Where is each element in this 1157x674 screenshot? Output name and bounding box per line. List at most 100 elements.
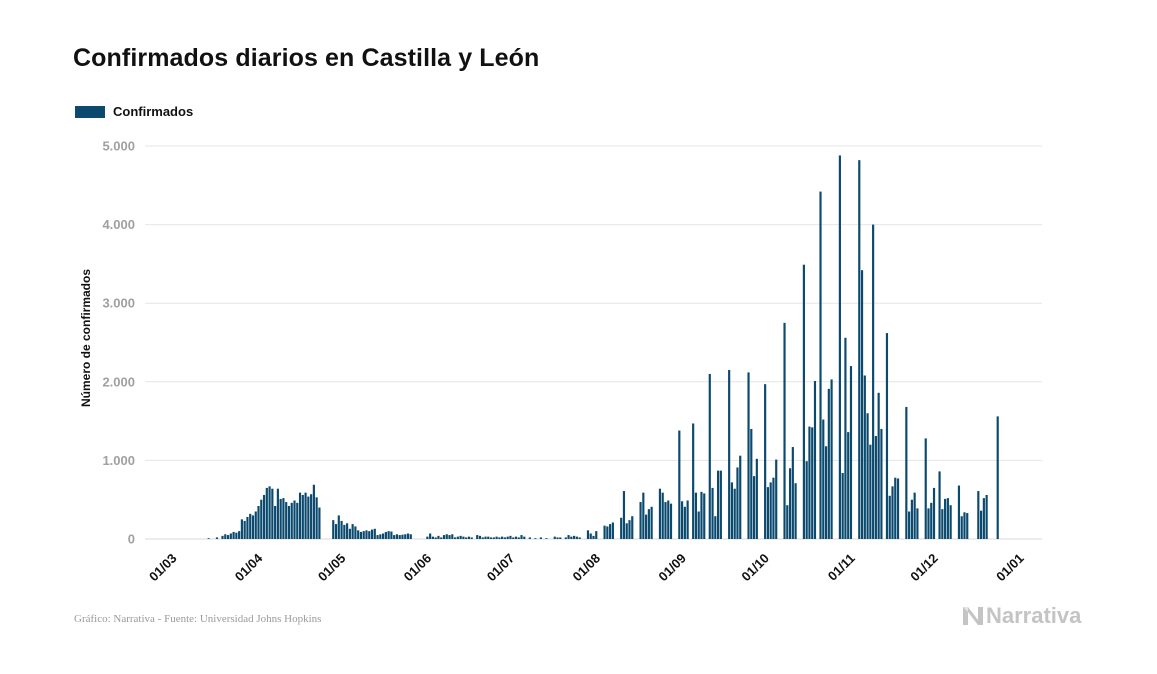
bar — [847, 432, 850, 539]
bar — [730, 482, 734, 539]
bar — [274, 505, 277, 539]
bar — [376, 535, 379, 539]
bar — [489, 537, 493, 539]
bar — [393, 535, 396, 539]
bar — [863, 375, 866, 539]
bar — [708, 373, 711, 539]
bar — [786, 505, 789, 539]
bar — [733, 488, 736, 539]
bar — [752, 476, 756, 539]
bar — [426, 536, 429, 539]
bar — [251, 515, 255, 539]
bar — [805, 461, 808, 539]
bar — [849, 366, 853, 539]
bar — [880, 428, 883, 539]
bar — [888, 495, 891, 539]
bar — [243, 520, 246, 539]
bar — [470, 537, 473, 539]
bar — [224, 534, 227, 539]
bar — [764, 384, 767, 539]
bar — [697, 511, 700, 539]
bar — [332, 520, 335, 539]
bar — [387, 531, 390, 539]
bar — [642, 492, 645, 539]
bar — [963, 512, 966, 539]
bar — [503, 537, 506, 539]
bar — [249, 513, 252, 539]
bar — [869, 444, 872, 539]
bar — [692, 423, 695, 539]
source-footer: Gráfico: Narrativa - Fuente: Universidad… — [74, 613, 322, 625]
bar — [343, 524, 346, 539]
bar — [603, 525, 606, 539]
bar — [337, 515, 340, 539]
x-tick-label: 01/08 — [570, 551, 604, 585]
bar — [301, 494, 304, 539]
bar — [373, 528, 376, 539]
bar — [487, 536, 490, 539]
bar — [622, 491, 626, 539]
bar — [229, 533, 232, 539]
bar — [346, 523, 349, 539]
bar — [960, 516, 963, 539]
bar — [257, 505, 260, 539]
bar — [445, 534, 448, 539]
x-tick-label: 01/04 — [232, 550, 266, 584]
bar — [841, 472, 844, 539]
bar — [276, 488, 279, 539]
bar — [564, 537, 567, 539]
bar — [811, 427, 814, 539]
bar — [365, 530, 368, 539]
bar — [586, 530, 590, 539]
bar — [287, 505, 291, 539]
x-tick-label: 01/03 — [146, 551, 180, 585]
bar — [290, 502, 293, 539]
bar — [769, 482, 772, 539]
bar — [788, 468, 792, 539]
bar — [844, 337, 847, 539]
bar — [260, 499, 263, 539]
bar — [395, 534, 399, 539]
bar — [930, 502, 933, 539]
bar — [631, 516, 634, 539]
bar — [310, 494, 313, 539]
bar — [985, 494, 988, 539]
bar — [858, 160, 861, 539]
bar — [747, 372, 750, 539]
legend-swatch — [75, 105, 105, 118]
bar — [703, 493, 706, 539]
bar — [235, 532, 238, 539]
bar — [398, 535, 401, 539]
bar — [478, 535, 482, 539]
bar — [534, 538, 537, 539]
bar — [658, 488, 662, 539]
x-tick-label: 01/09 — [655, 551, 689, 585]
bar — [528, 537, 531, 539]
bar — [437, 535, 440, 539]
bar — [553, 536, 556, 539]
bar — [944, 498, 947, 539]
bar — [694, 492, 698, 539]
bar — [221, 535, 224, 539]
bar — [827, 388, 830, 539]
bar — [794, 483, 797, 539]
bar — [910, 499, 913, 539]
bar — [681, 501, 684, 539]
bar — [368, 531, 371, 539]
bar — [359, 531, 363, 539]
bar — [476, 535, 479, 539]
bar — [719, 470, 722, 539]
bar — [484, 536, 487, 539]
chart-legend: Confirmados — [75, 104, 193, 119]
bar — [766, 487, 769, 539]
bar — [285, 502, 288, 539]
bar — [409, 534, 412, 539]
bar — [514, 536, 518, 539]
bar — [262, 494, 266, 539]
bar — [830, 379, 833, 539]
bar — [254, 511, 257, 539]
bar — [982, 498, 985, 539]
bar — [545, 538, 548, 539]
bar — [459, 535, 462, 539]
bar — [609, 524, 612, 539]
